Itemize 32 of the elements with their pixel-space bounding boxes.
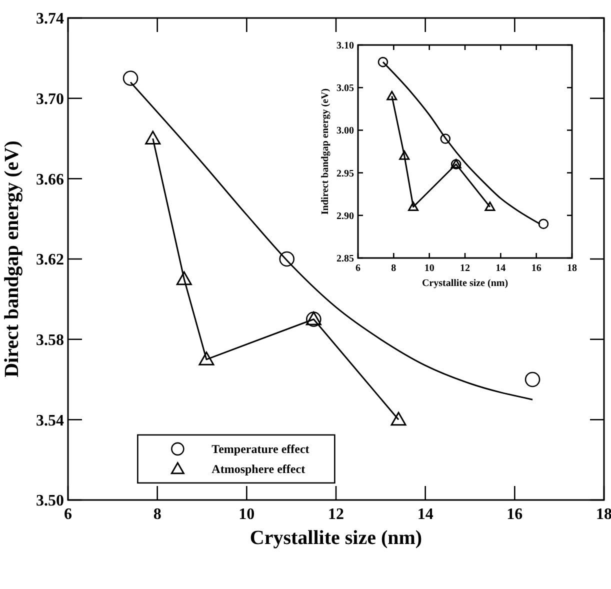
y-tick-label: 3.66 [36,171,64,188]
x-tick-label: 6 [356,263,360,274]
y-tick-label: 2.85 [336,254,354,264]
x-tick-label: 10 [424,263,434,274]
x-tick-label: 16 [506,506,523,523]
y-tick-label: 3.10 [336,40,354,52]
x-axis-title: Crystallite size (nm) [422,278,508,289]
y-tick-label: 3.74 [36,10,64,28]
x-tick-label: 18 [567,263,577,274]
y-axis-title: Indirect bandgap energy (eV) [320,88,331,215]
x-tick-label: 12 [460,263,470,274]
x-tick-label: 12 [328,506,344,523]
y-tick-label: 3.70 [36,90,64,108]
y-tick-label: 3.05 [336,83,354,94]
legend-label: Temperature effect [212,442,310,456]
y-tick-label: 2.95 [336,168,354,180]
x-axis-title: Crystallite size (nm) [250,527,422,549]
x-tick-label: 10 [238,506,255,523]
y-tick-label: 3.58 [36,332,64,349]
x-tick-label: 6 [64,506,72,523]
x-tick-label: 14 [496,263,506,274]
legend-label: Atmosphere effect [212,462,306,476]
x-tick-label: 14 [417,506,434,523]
y-tick-label: 2.90 [336,210,354,222]
y-tick-label: 3.00 [336,126,354,137]
x-tick-label: 8 [391,263,396,274]
y-tick-label: 3.54 [36,412,64,430]
x-tick-label: 8 [153,506,162,523]
y-tick-label: 3.62 [36,252,64,269]
x-tick-label: 16 [531,263,542,274]
y-tick-label: 3.50 [36,492,64,510]
y-axis-title: Direct bandgap energy (eV) [1,140,23,378]
